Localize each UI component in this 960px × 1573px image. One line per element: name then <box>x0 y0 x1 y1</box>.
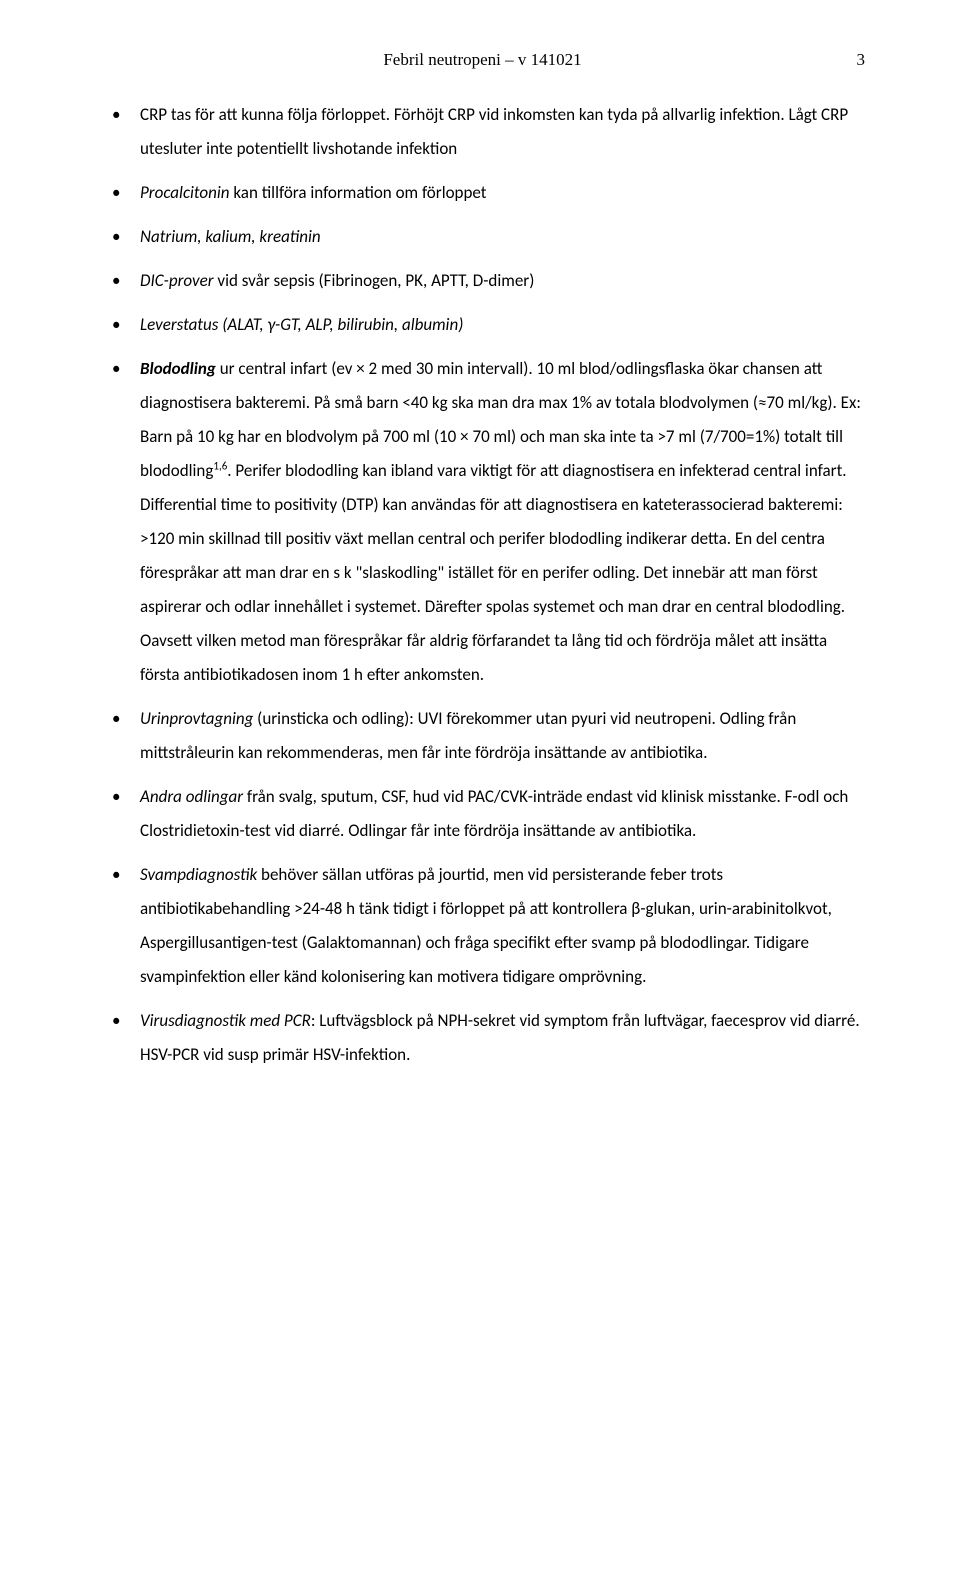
body-text: vid svår sepsis (Fibrinogen, PK, APTT, D… <box>214 270 535 291</box>
list-item: DIC-prover vid svår sepsis (Fibrinogen, … <box>100 264 865 298</box>
list-item: Blododling ur central infart (ev × 2 med… <box>100 352 865 692</box>
list-item: Urinprovtagning (urinsticka och odling):… <box>100 702 865 770</box>
list-item: Virusdiagnostik med PCR: Luftvägsblock p… <box>100 1004 865 1072</box>
bullet-list: CRP tas för att kunna följa förloppet. F… <box>100 98 865 1072</box>
lead-term: Blododling <box>140 358 216 379</box>
lead-term: Leverstatus (ALAT, γ-GT, ALP, bilirubin,… <box>140 314 463 335</box>
body-text: . Perifer blododling kan ibland vara vik… <box>140 460 847 685</box>
list-item: Natrium, kalium, kreatinin <box>100 220 865 254</box>
lead-term: Procalcitonin <box>140 182 230 203</box>
body-text: CRP tas för att kunna följa förloppet. F… <box>140 104 848 159</box>
page-number: 3 <box>857 50 866 70</box>
page-header: Febril neutropeni – v 141021 3 <box>100 50 865 70</box>
list-item: Svampdiagnostik behöver sällan utföras p… <box>100 858 865 994</box>
list-item: Procalcitonin kan tillföra information o… <box>100 176 865 210</box>
list-item: Leverstatus (ALAT, γ-GT, ALP, bilirubin,… <box>100 308 865 342</box>
body-text: från svalg, sputum, CSF, hud vid PAC/CVK… <box>140 786 848 841</box>
list-item: Andra odlingar från svalg, sputum, CSF, … <box>100 780 865 848</box>
lead-term: Svampdiagnostik <box>140 864 257 885</box>
lead-term: Natrium, kalium, kreatinin <box>140 226 321 247</box>
header-title: Febril neutropeni – v 141021 <box>383 50 581 69</box>
list-item: CRP tas för att kunna följa förloppet. F… <box>100 98 865 166</box>
superscript-ref: 1,6 <box>213 459 227 472</box>
page: Febril neutropeni – v 141021 3 CRP tas f… <box>0 0 960 1142</box>
lead-term: Urinprovtagning <box>140 708 253 729</box>
lead-term: DIC-prover <box>140 270 214 291</box>
body-text: kan tillföra information om förloppet <box>230 182 487 203</box>
lead-term: Virusdiagnostik med PCR <box>140 1010 311 1031</box>
lead-term: Andra odlingar <box>140 786 243 807</box>
